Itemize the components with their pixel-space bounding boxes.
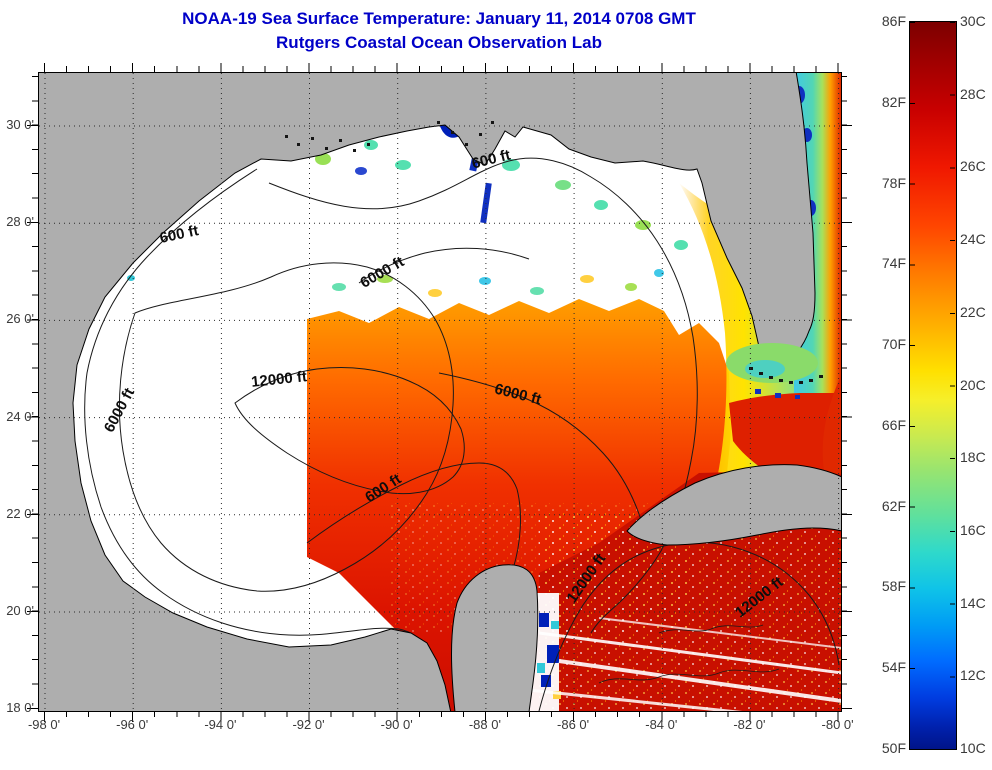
colorbar-f-label: 62F [881,497,906,514]
map-subtitle: Rutgers Coastal Ocean Observation Lab [276,33,602,52]
colorbar-f-label: 78F [881,174,906,191]
colorbar-c-label: 16C [960,521,986,538]
gulf-of-mexico-map: 600 ft 600 ft 6000 ft 6000 ft 12000 ft 6… [38,72,842,712]
sst-gulfstream-curve [822,375,841,475]
mainland-land [39,73,816,711]
colorbar-c-label: 28C [960,85,986,102]
graticule [39,73,841,711]
x-tick-label: -88 0' [468,717,501,732]
florida-bay-cyan [745,360,785,378]
colorbar-f-label: 74F [881,255,906,272]
louisiana-marsh-specks [285,121,494,152]
y-tick-label: 22 0' [6,505,34,521]
map-title: NOAA-19 Sea Surface Temperature: January… [182,9,696,28]
y-tick-label: 20 0' [6,603,34,619]
colorbar-c-label: 24C [960,231,986,248]
y-tick-label: 28 0' [6,214,34,230]
x-tick-label: -98 0' [27,717,61,732]
florida-keys-specks [749,367,823,384]
keys-cold-specks [755,389,800,399]
y-tick-label: 24 0' [6,408,34,424]
transition-zone-specks [109,260,664,297]
colorbar-c-label: 14C [960,594,986,611]
colorbar-c-label: 20C [960,376,986,393]
y-tick-label: 18 0' [6,700,34,716]
x-axis-top-major-ticks [43,63,842,72]
colorbar-f-label: 58F [881,578,906,595]
x-tick-label: -92 0' [292,717,325,732]
cuba-land [626,464,841,546]
y-tick-label: 26 0' [6,311,34,327]
x-tick-label: -96 0' [116,717,149,732]
y-axis-right-major-ticks [841,124,852,710]
colorbar-c-label: 30C [960,13,986,29]
x-tick-label: -94 0' [204,717,237,732]
scan-gap-streaks [518,617,841,711]
colorbar-f-label: 70F [881,336,906,353]
y-tick-label: 30 0' [6,117,34,132]
colorbar-f-label: 66F [881,416,906,433]
colorbar-f-label: 82F [881,93,906,110]
colorbar-fahrenheit-ticks [910,22,915,750]
colorbar-c-label: 26C [960,158,986,175]
x-tick-label: -84 0' [645,717,678,732]
colorbar-c-label: 18C [960,449,986,466]
bathymetry-contours [84,157,840,711]
x-tick-label: -82 0' [733,717,766,732]
x-tick-label: -90 0' [380,717,413,732]
colorbar-c-label: 22C [960,303,986,320]
colorbar-celsius-ticks [950,22,955,750]
colorbar-f-label: 54F [881,659,906,676]
y-axis-major-ticks [27,124,38,710]
contour-label-12000ft-west: 12000 ft [250,368,307,391]
colorbar-f-label: 86F [881,13,906,29]
x-axis-major-ticks [43,711,842,722]
sst-map-svg: 600 ft 600 ft 6000 ft 6000 ft 12000 ft 6… [39,73,841,711]
x-tick-label: -80 0' [821,717,854,732]
colorbar-c-label: 12C [960,667,986,684]
x-tick-label: -86 0' [557,717,590,732]
colorbar-f-label: 50F [881,740,906,756]
yucatan-land [451,564,539,711]
temperature-colorbar [909,21,957,750]
colorbar-c-label: 10C [960,740,986,756]
